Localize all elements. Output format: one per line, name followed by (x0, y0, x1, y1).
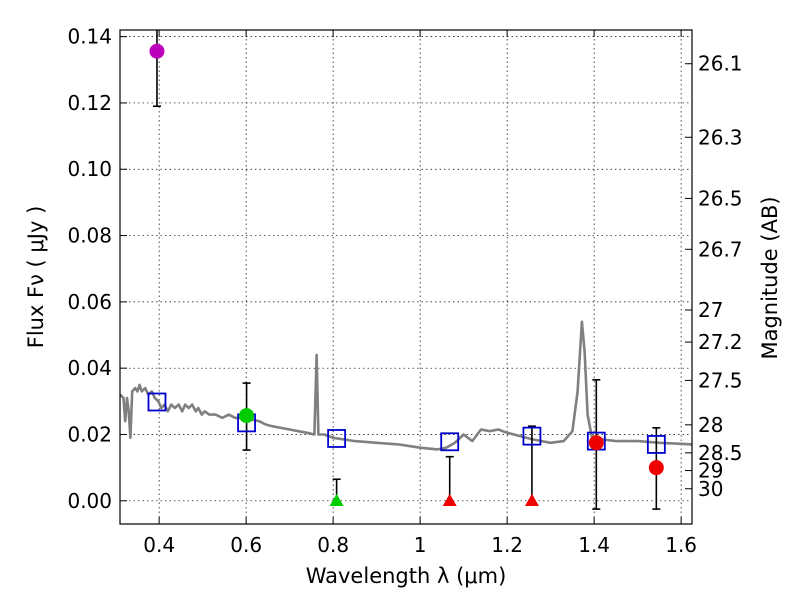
x-tick-label: 0.8 (317, 533, 349, 557)
y-axis-label: Flux Fν ( μJy ) (24, 206, 48, 349)
x-tick-label: 1.6 (665, 533, 697, 557)
template-sed-layer (119, 320, 693, 451)
y-tick-label: 0.10 (67, 157, 112, 181)
y-tick-label: 0.00 (67, 489, 112, 513)
plot-frame (119, 29, 693, 525)
y2-axis-label: Magnitude (AB) (758, 196, 782, 359)
error-bars (152, 30, 661, 510)
y2-tick-label: 27.2 (698, 330, 743, 354)
model-point (147, 392, 167, 412)
y2-tick-label: 26.1 (698, 52, 743, 76)
upper-limit-triangle (442, 493, 457, 507)
y2-tick-label: 27.5 (698, 368, 743, 392)
y2-tick-label: 26.5 (698, 186, 743, 210)
x-tick-label: 0.6 (230, 533, 262, 557)
y2-tick-label: 29 (698, 459, 723, 483)
upper-limit-triangle (329, 493, 344, 507)
x-tick-label: 0.4 (143, 533, 175, 557)
y2-tick-label: 28 (698, 413, 723, 437)
observed-points (149, 43, 664, 507)
y2-tick-label: 30 (698, 477, 723, 501)
model-point (440, 432, 460, 452)
y2-tick-label: 26.7 (698, 237, 743, 261)
y-tick-label: 0.14 (67, 25, 112, 49)
ticks: 0.4 0.6 0.8 1 1.2 1.4 1.6 0.00 0.02 0.04 0.06 0.08 0… (67, 25, 742, 557)
y-tick-label: 0.08 (67, 224, 112, 248)
model-point (327, 429, 347, 448)
upper-limit-triangle (524, 493, 539, 507)
observed-point (149, 43, 165, 59)
observed-point (239, 408, 255, 424)
template-sed-line (119, 320, 693, 451)
y-tick-label: 0.04 (67, 356, 112, 380)
y2-tick-label: 27 (698, 298, 723, 322)
x-tick-label: 1 (414, 533, 427, 557)
grid (120, 30, 692, 524)
observed-point (588, 435, 604, 451)
model-point (522, 426, 542, 446)
x-tick-label: 1.4 (578, 533, 610, 557)
model-point (646, 435, 666, 454)
y2-tick-label: 26.3 (698, 125, 743, 149)
x-tick-label: 1.2 (491, 533, 523, 557)
y-tick-label: 0.06 (67, 290, 112, 314)
y2-tick-label: 28.5 (698, 441, 743, 465)
y-tick-label: 0.12 (67, 91, 112, 115)
model-points (147, 392, 666, 454)
y-tick-label: 0.02 (67, 422, 112, 446)
x-axis-label: Wavelength λ (μm) (306, 564, 507, 588)
observed-point (648, 460, 664, 476)
